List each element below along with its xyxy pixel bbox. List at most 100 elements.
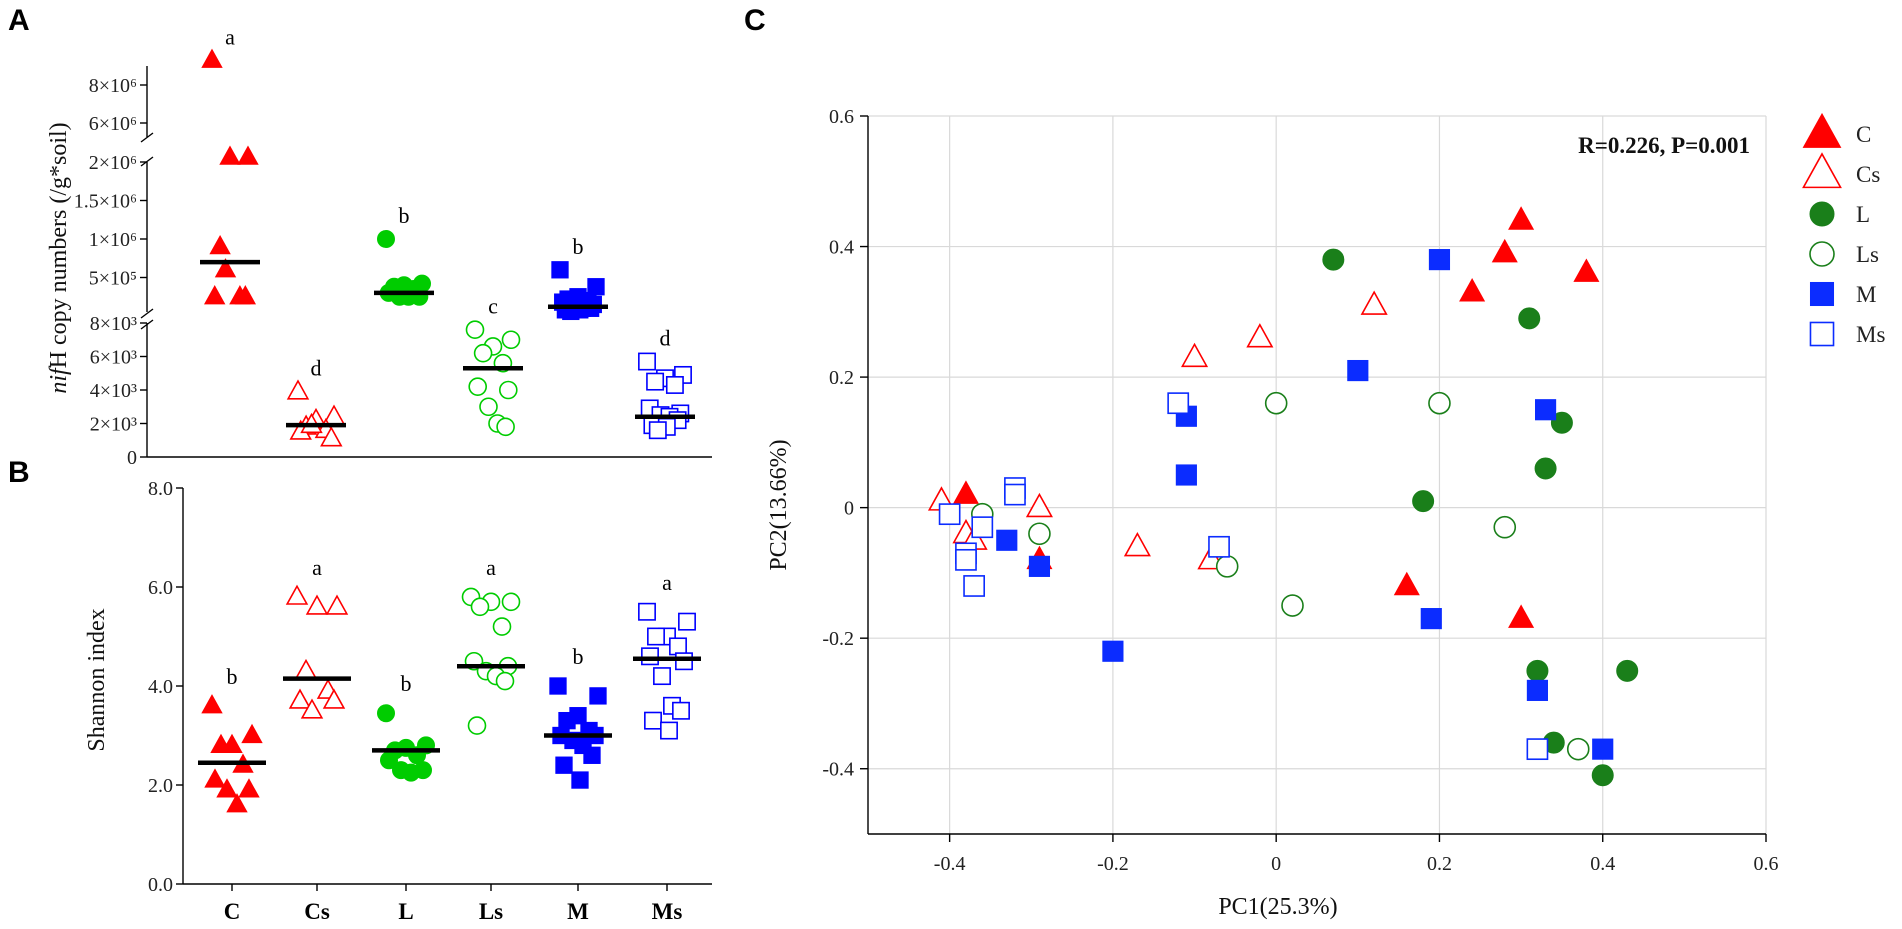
panel-a-point-Ls — [465, 320, 485, 340]
panel-b-label: B — [8, 456, 30, 489]
panel-c-point-Cs — [1025, 492, 1053, 518]
panel-c-points — [927, 206, 1639, 787]
panel-b-point-M — [571, 771, 589, 789]
panel-a-point-Cs — [286, 379, 310, 400]
panel-c-point-Ms — [955, 548, 977, 571]
panel-b-point-Cs — [322, 688, 346, 709]
panel-b-letter-C: b — [227, 664, 238, 689]
panel-b-category-Ls: Ls — [479, 899, 503, 924]
panel-c-x-tick-label: 0.2 — [1427, 853, 1452, 875]
panel-a-point-C — [214, 258, 237, 278]
panel-c-point-L — [1526, 659, 1549, 682]
panel-c-point-M — [1420, 608, 1442, 630]
panel-b-point-M — [589, 687, 607, 705]
panel-b-point-C — [204, 768, 226, 788]
panel-c-point-Ms — [971, 516, 994, 539]
panel-a-letter-Cs: d — [311, 356, 322, 381]
panel-b-point-Ms — [644, 711, 662, 730]
panel-a-y-title-prefix: nif — [46, 365, 72, 394]
panel-c-point-C — [1508, 206, 1535, 230]
panel-b-tick-label: 4.0 — [148, 676, 173, 698]
panel-b-point-M — [549, 677, 567, 695]
panel-b-tick-label: 0.0 — [148, 874, 173, 896]
panel-b-tick-label: 2.0 — [148, 775, 173, 797]
panel-c-point-M — [996, 529, 1018, 551]
panel-c-point-L — [1412, 490, 1435, 513]
panel-a-point-M — [551, 261, 569, 279]
panel-c-chart: -0.4 -0.2 0 0.2 0.4 0.6 -0.4 -0.2 0 0.2 0.4 0.6 R=0… — [766, 106, 1885, 920]
panel-b-point-Cs — [294, 658, 318, 680]
panel-c-point-L — [1616, 659, 1639, 682]
panel-b-point-Cs — [285, 584, 309, 605]
panel-a-point-C — [237, 145, 259, 165]
panel-c-point-M — [1535, 399, 1557, 421]
panel-c-y-tick-label: 0.2 — [829, 367, 854, 389]
panel-b-point-C — [201, 694, 223, 714]
panel-a-label: A — [8, 4, 30, 37]
panel-b-point-C — [241, 723, 263, 744]
panel-c-x-tick-label: 0 — [1271, 853, 1281, 875]
panel-a-tick-label: 4×10³ — [90, 380, 137, 402]
panel-c-point-L — [1591, 764, 1614, 787]
panel-c-point-M — [1028, 555, 1051, 577]
panel-a-tick-label: 8×10³ — [90, 313, 137, 335]
panel-b-point-Ms — [647, 627, 665, 646]
panel-c-legend-label-C: C — [1856, 122, 1871, 147]
panel-a-point-C — [234, 285, 257, 305]
panel-c-legend-marker-Ms — [1809, 321, 1835, 347]
panel-a-tick-label: 1.5×10⁶ — [74, 191, 137, 213]
panel-a-axis-break-1 — [140, 319, 154, 330]
panel-c-point-Ms — [1526, 738, 1549, 761]
panel-c-y-title: PC2(13.66%) — [766, 439, 792, 570]
panel-c-legend-marker-C — [1802, 112, 1842, 148]
panel-b-tick-label: 8.0 — [148, 478, 173, 500]
panel-b-category-M: M — [567, 899, 589, 924]
panel-c-point-M — [1102, 640, 1124, 662]
panel-c-legend-marker-L — [1809, 201, 1835, 227]
panel-a-y-title-suffix: H copy numbers (/g*soil) — [46, 122, 72, 368]
panel-c-x-title: PC1(25.3%) — [1218, 894, 1337, 920]
panel-b-axes: 0.0 2.0 4.0 6.0 8.0 C Cs L Ls M Ms — [148, 478, 712, 924]
panel-b-category-Cs: Cs — [304, 899, 330, 924]
panel-a-letter-C: a — [225, 24, 235, 49]
panel-a-tick-label: 5×10⁵ — [89, 268, 137, 290]
panel-a-letter-L: b — [399, 203, 410, 228]
panel-b-point-Cs — [305, 594, 329, 615]
panel-b-point-Ms — [669, 637, 687, 656]
panel-c-point-L — [1550, 411, 1573, 434]
panel-a-letter-M: b — [573, 234, 584, 259]
panel-b-point-Cs — [288, 688, 312, 709]
panel-c-x-tick-label: 0.6 — [1754, 853, 1779, 875]
panel-c-legend-marker-Ls — [1809, 241, 1835, 267]
panel-c-point-Ms — [1167, 392, 1190, 415]
panel-b-point-M — [555, 756, 573, 774]
panel-a-point-Cs — [320, 426, 343, 447]
panel-a-chart: nifH copy numbers (/g*soil) 0 2×10³ 4×10³ 6… — [46, 24, 712, 469]
panel-b-point-Ls — [470, 597, 490, 617]
panel-a-point-L — [377, 230, 395, 248]
panel-b-point-L — [377, 704, 395, 723]
panel-c-y-tick-label: 0 — [844, 498, 854, 520]
panel-a-y-axis: 0 2×10³ 4×10³ 6×10³ 8×10³ 5×10⁵ 1×10⁶ 1.5×10⁶ 2×… — [74, 66, 712, 469]
panel-c-stat-annotation: R=0.226, P=0.001 — [1578, 133, 1750, 158]
panel-b-point-Ls — [467, 716, 487, 735]
panel-a-letter-Ls: c — [488, 294, 498, 319]
panel-c-point-C — [952, 480, 979, 504]
panel-c-point-C — [1573, 258, 1600, 282]
panel-a-tick-label: 0 — [127, 447, 137, 469]
panel-b-category-L: L — [398, 899, 413, 924]
panel-c-point-Ls — [1281, 594, 1304, 617]
panel-c-point-Ls — [1264, 391, 1288, 415]
panel-c-label: C — [744, 4, 766, 37]
panel-c-y-tick-label: -0.4 — [822, 759, 854, 781]
panel-a-point-Ls — [496, 417, 515, 437]
panel-b-point-Ms — [638, 602, 656, 621]
panel-a-tick-label: 2×10⁶ — [89, 152, 137, 174]
panel-a-axis-break-1b — [140, 308, 154, 319]
panel-c-point-Ls — [1215, 555, 1239, 578]
panel-c-legend: C Cs L Ls M Ms — [1802, 112, 1885, 347]
panel-c-point-Ms — [1208, 535, 1230, 558]
panel-c-legend-label-Cs: Cs — [1856, 162, 1880, 187]
panel-b-point-M — [583, 746, 601, 764]
panel-b-point-M — [558, 711, 576, 730]
